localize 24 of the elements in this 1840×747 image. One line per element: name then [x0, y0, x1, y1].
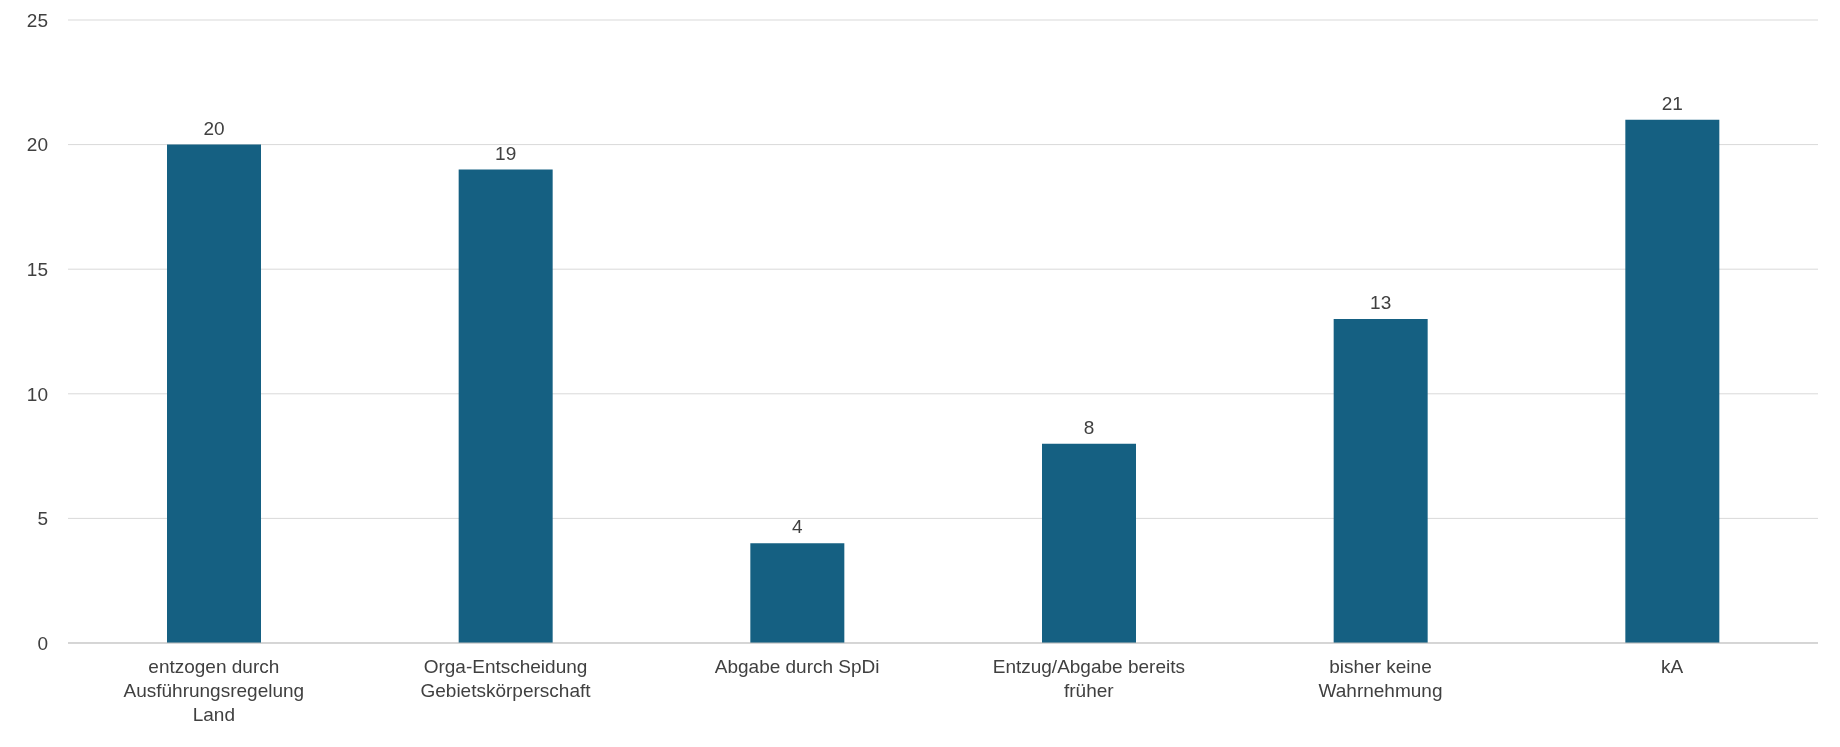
data-label: 19 — [495, 142, 517, 164]
bar — [1333, 319, 1428, 643]
y-tick-label: 10 — [26, 383, 48, 405]
x-tick-label: entzogen durch Ausführungsregelung Land — [123, 656, 305, 725]
y-tick-label: 25 — [26, 9, 48, 31]
y-tick-label: 5 — [37, 508, 48, 530]
bar — [1625, 119, 1720, 643]
x-tick-label: kA — [1661, 656, 1684, 677]
bar — [167, 144, 261, 643]
bar — [750, 543, 845, 643]
y-tick-label: 0 — [37, 632, 48, 654]
bar — [1042, 443, 1136, 643]
data-label: 13 — [1370, 292, 1392, 314]
data-label: 20 — [203, 117, 225, 139]
data-label: 21 — [1661, 92, 1683, 114]
x-tick-label: bisher keine Wahrnehmung — [1318, 656, 1443, 701]
x-tick-label: Orga-Entscheidung Gebietskörperschaft — [420, 656, 592, 701]
x-tick-label: Entzug/Abgabe bereits früher — [992, 656, 1185, 701]
data-label: 8 — [1083, 416, 1095, 438]
y-tick-label: 20 — [26, 134, 48, 156]
data-label: 4 — [792, 516, 804, 538]
x-tick-label: Abgabe durch SpDi — [714, 656, 880, 677]
bar — [458, 169, 553, 643]
y-tick-label: 15 — [26, 258, 48, 280]
